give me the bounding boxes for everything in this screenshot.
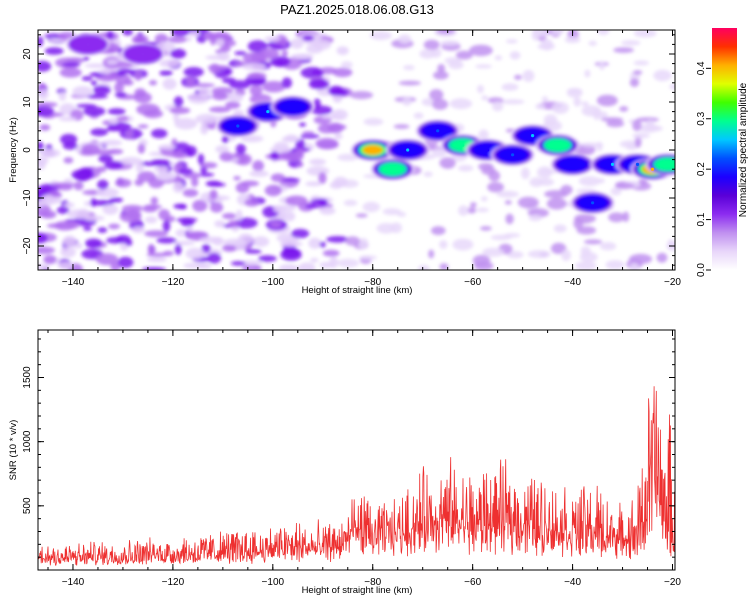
spectrogram-peak xyxy=(406,148,410,152)
y-tick-label: 20 xyxy=(22,48,33,60)
snr-y-axis-label: SNR (10 * v/v) xyxy=(8,420,19,481)
x-tick-label: −60 xyxy=(464,277,481,288)
x-tick-label: −140 xyxy=(62,577,85,588)
x-tick-label: −100 xyxy=(262,577,285,588)
snr-panel: −140 −120 −100 −80 −60 −40 −20 500 1000 1500 Heig… xyxy=(8,329,681,596)
colorbar-ticks: 0.0 0.1 0.2 0.3 0.4 xyxy=(696,61,711,277)
x-tick-label: −60 xyxy=(464,577,481,588)
y-tick-label: 0 xyxy=(22,147,33,153)
x-tick-label: −40 xyxy=(564,277,581,288)
y-tick-label: −20 xyxy=(22,237,33,254)
x-tick-label: −20 xyxy=(664,277,681,288)
spectrogram-peak xyxy=(236,124,240,128)
x-tick-label: −100 xyxy=(262,277,285,288)
spectrogram-peak xyxy=(591,201,595,205)
y-tick-label: 1500 xyxy=(22,366,33,389)
colorbar-tick-label: 0.2 xyxy=(696,162,707,176)
snr-ticks: −140 −120 −100 −80 −60 −40 −20 500 1000 1500 xyxy=(22,330,681,588)
colorbar-tick-label: 0.4 xyxy=(696,61,707,75)
y-tick-label: 500 xyxy=(22,497,33,514)
x-tick-label: −140 xyxy=(62,277,85,288)
colorbar: 0.0 0.1 0.2 0.3 0.4 Normalized spectral ampl… xyxy=(696,28,749,277)
y-tick-label: 1000 xyxy=(22,430,33,453)
spectrogram-peak xyxy=(436,129,440,133)
x-tick-label: −40 xyxy=(564,577,581,588)
colorbar-tick-label: 0.0 xyxy=(696,263,707,277)
colorbar-gradient xyxy=(712,28,737,270)
spectrogram-peak xyxy=(371,148,375,152)
spectrogram-peak xyxy=(650,167,655,171)
spectrogram-peak xyxy=(486,148,490,152)
spectrogram-peak xyxy=(391,167,395,171)
spectrogram-peak xyxy=(571,162,575,166)
spectrogram-peak xyxy=(510,153,515,157)
x-tick-label: −120 xyxy=(162,577,185,588)
x-tick-label: −120 xyxy=(162,277,185,288)
x-tick-label: −80 xyxy=(364,577,381,588)
spectrogram-x-axis-label: Height of straight line (km) xyxy=(302,285,413,296)
colorbar-label: Normalized spectral amplitude xyxy=(738,82,749,217)
spectrogram-peak xyxy=(635,162,640,166)
snr-x-axis-label: Height of straight line (km) xyxy=(302,585,413,596)
spectrogram-peak xyxy=(461,143,465,147)
spectrogram-peak xyxy=(266,110,270,114)
y-tick-label: −10 xyxy=(22,189,33,206)
spectrogram-y-axis-label: Frequency (Hz) xyxy=(8,117,19,182)
spectrogram-frame xyxy=(37,29,676,271)
spectrogram-peak xyxy=(610,162,615,166)
spectrogram-heatmap xyxy=(38,30,675,270)
spectrogram-peak xyxy=(86,42,90,47)
spectrogram-peak xyxy=(556,143,560,147)
colorbar-tick-label: 0.3 xyxy=(696,111,707,125)
x-tick-label: −20 xyxy=(664,577,681,588)
figure-title: PAZ1.2025.018.06.08.G13 xyxy=(280,2,434,17)
spectrogram-peak xyxy=(665,162,670,166)
spectrogram-peak xyxy=(291,105,295,109)
spectrogram-peak xyxy=(141,52,145,56)
snr-series-line xyxy=(38,386,675,566)
y-tick-label: 10 xyxy=(22,96,33,108)
colorbar-tick-label: 0.1 xyxy=(696,212,707,226)
x-tick-label: −80 xyxy=(364,277,381,288)
snr-frame xyxy=(37,329,676,571)
spectrogram-peak xyxy=(531,134,535,138)
